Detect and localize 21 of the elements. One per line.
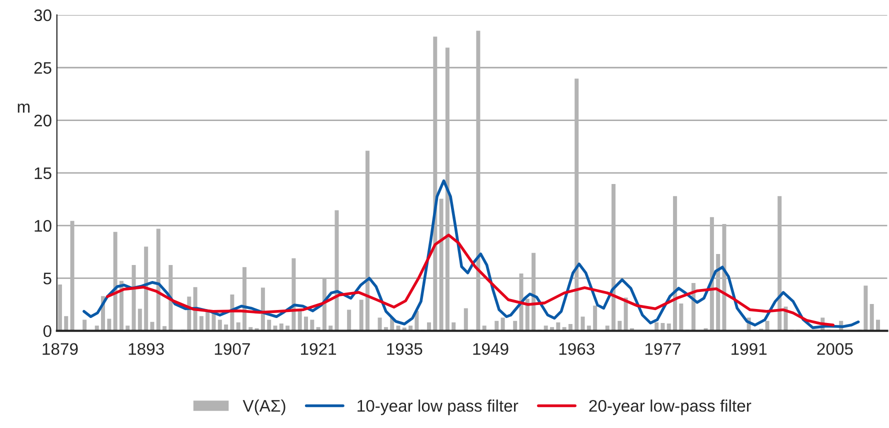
- x-tick-label: 1963: [559, 343, 594, 355]
- x-tick-label: 2005: [817, 343, 853, 355]
- x-tick-label: 1991: [732, 343, 767, 355]
- x-tick-label: 1893: [128, 343, 164, 355]
- x-tick-label: 1977: [645, 343, 680, 355]
- x-tick-label: 1921: [301, 343, 336, 355]
- y-tick-label: 0: [43, 325, 52, 338]
- y-tick-label: 5: [43, 272, 52, 284]
- y-tick-label: 15: [34, 167, 52, 180]
- x-tick-label: 1949: [473, 343, 508, 355]
- y-tick-label: 25: [34, 62, 52, 74]
- x-tick-label: 1907: [214, 343, 250, 355]
- y-tick-label: 30: [34, 9, 52, 22]
- legend-label: V(AΣ): [242, 400, 286, 416]
- legend-label: 20-year low-pass filter: [589, 400, 752, 416]
- x-tick-label: 1879: [42, 343, 78, 355]
- legend-label: 10-year low pass filter: [358, 400, 518, 416]
- y-axis-title: m: [18, 104, 30, 113]
- x-tick-label: 1935: [387, 343, 422, 355]
- y-tick-label: 10: [34, 220, 52, 232]
- y-tick-label: 20: [34, 114, 52, 126]
